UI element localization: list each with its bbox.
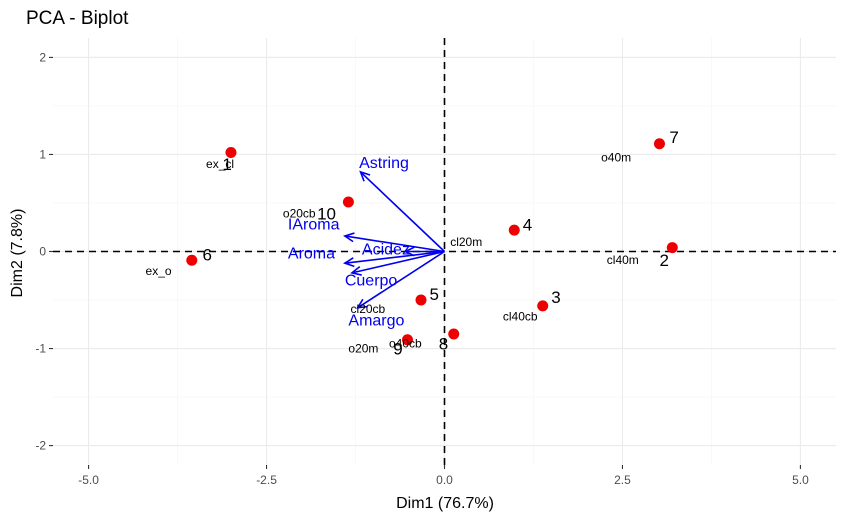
y-tick-label: 1 bbox=[39, 147, 46, 161]
observation-point bbox=[225, 147, 237, 159]
arrow-aroma bbox=[344, 250, 445, 264]
observation-point bbox=[448, 328, 460, 340]
arrowhead-amargo bbox=[356, 298, 368, 309]
observation-name-label: cl40m bbox=[607, 253, 639, 267]
variable-label: IAroma bbox=[288, 216, 340, 233]
observation-name-label: cl20m bbox=[450, 235, 482, 249]
observation-point bbox=[653, 138, 665, 150]
x-axis-title: Dim1 (76.7%) bbox=[396, 495, 494, 512]
x-tick-label: -2.5 bbox=[256, 473, 277, 487]
observation-point bbox=[342, 196, 354, 208]
observation-point bbox=[666, 242, 678, 254]
observation-point bbox=[186, 254, 198, 266]
observation-number-label: 8 bbox=[439, 335, 448, 354]
arrow-iaroma bbox=[344, 235, 445, 253]
y-tick-label: 0 bbox=[39, 245, 46, 259]
observation-name-label: cl20cb bbox=[351, 302, 386, 316]
observation-point bbox=[508, 224, 520, 236]
observation-labels: ex_cl1 o20cb 10 6 ex_o cl20m 4 5 cl20cb 3 cl40cb o4… bbox=[146, 128, 679, 359]
observation-number-label: 1 bbox=[222, 155, 231, 174]
observation-number-label: 6 bbox=[202, 245, 211, 264]
observation-number-label: 7 bbox=[669, 128, 678, 147]
y-tick-label: -2 bbox=[35, 439, 46, 453]
observation-name-label: o40m bbox=[601, 150, 631, 164]
observation-name-label: o40cb bbox=[389, 337, 422, 351]
variable-arrows: Astring IAroma Acidez Aroma Cuerpo Amargo bbox=[288, 155, 446, 329]
y-tick-label: -1 bbox=[35, 342, 46, 356]
arrowhead-acidez bbox=[403, 246, 415, 257]
x-tick-label: 0.0 bbox=[436, 473, 453, 487]
variable-label: Cuerpo bbox=[345, 273, 398, 290]
arrow-astring bbox=[359, 171, 446, 253]
observation-number-label: 4 bbox=[523, 215, 532, 234]
arrowhead-cuerpo bbox=[350, 265, 362, 276]
observation-point bbox=[537, 300, 549, 312]
chart-title: PCA - Biplot bbox=[26, 8, 129, 29]
observation-number-label: 9 bbox=[393, 340, 402, 359]
observation-point bbox=[401, 334, 413, 346]
arrowhead-aroma bbox=[343, 257, 355, 268]
observation-number-label: 3 bbox=[551, 288, 560, 307]
x-tick-label: 2.5 bbox=[614, 473, 631, 487]
observation-number-label: 5 bbox=[430, 285, 439, 304]
arrow-cuerpo bbox=[351, 250, 445, 274]
axes: -5.0 -2.5 0.0 2.5 5.0 -2 -1 0 1 2 bbox=[35, 50, 809, 487]
observation-number-label: 2 bbox=[659, 251, 668, 270]
y-axis-title: Dim2 (7.8%) bbox=[9, 209, 26, 298]
arrowhead-astring bbox=[359, 170, 371, 182]
arrow-amargo bbox=[357, 250, 445, 309]
y-tick-label: 2 bbox=[39, 50, 46, 64]
observation-name-label: ex_o bbox=[146, 264, 172, 278]
reference-lines bbox=[53, 38, 836, 465]
observation-name-label: cl40cb bbox=[503, 310, 538, 324]
variable-label: Aroma bbox=[288, 245, 335, 262]
variable-label: Acidez bbox=[362, 242, 410, 259]
x-tick-label: 5.0 bbox=[792, 473, 809, 487]
arrowhead-iaroma bbox=[343, 232, 355, 243]
observation-name-label: o20cb bbox=[283, 207, 316, 221]
x-tick-label: -5.0 bbox=[78, 473, 99, 487]
observation-name-label: o20m bbox=[348, 342, 378, 356]
variable-label: Amargo bbox=[348, 312, 404, 329]
observation-point bbox=[415, 294, 427, 306]
observation-number-label: 10 bbox=[317, 205, 336, 224]
observation-points bbox=[186, 138, 678, 346]
observation-name-label: ex_cl bbox=[206, 157, 234, 171]
variable-label: Astring bbox=[359, 155, 409, 172]
